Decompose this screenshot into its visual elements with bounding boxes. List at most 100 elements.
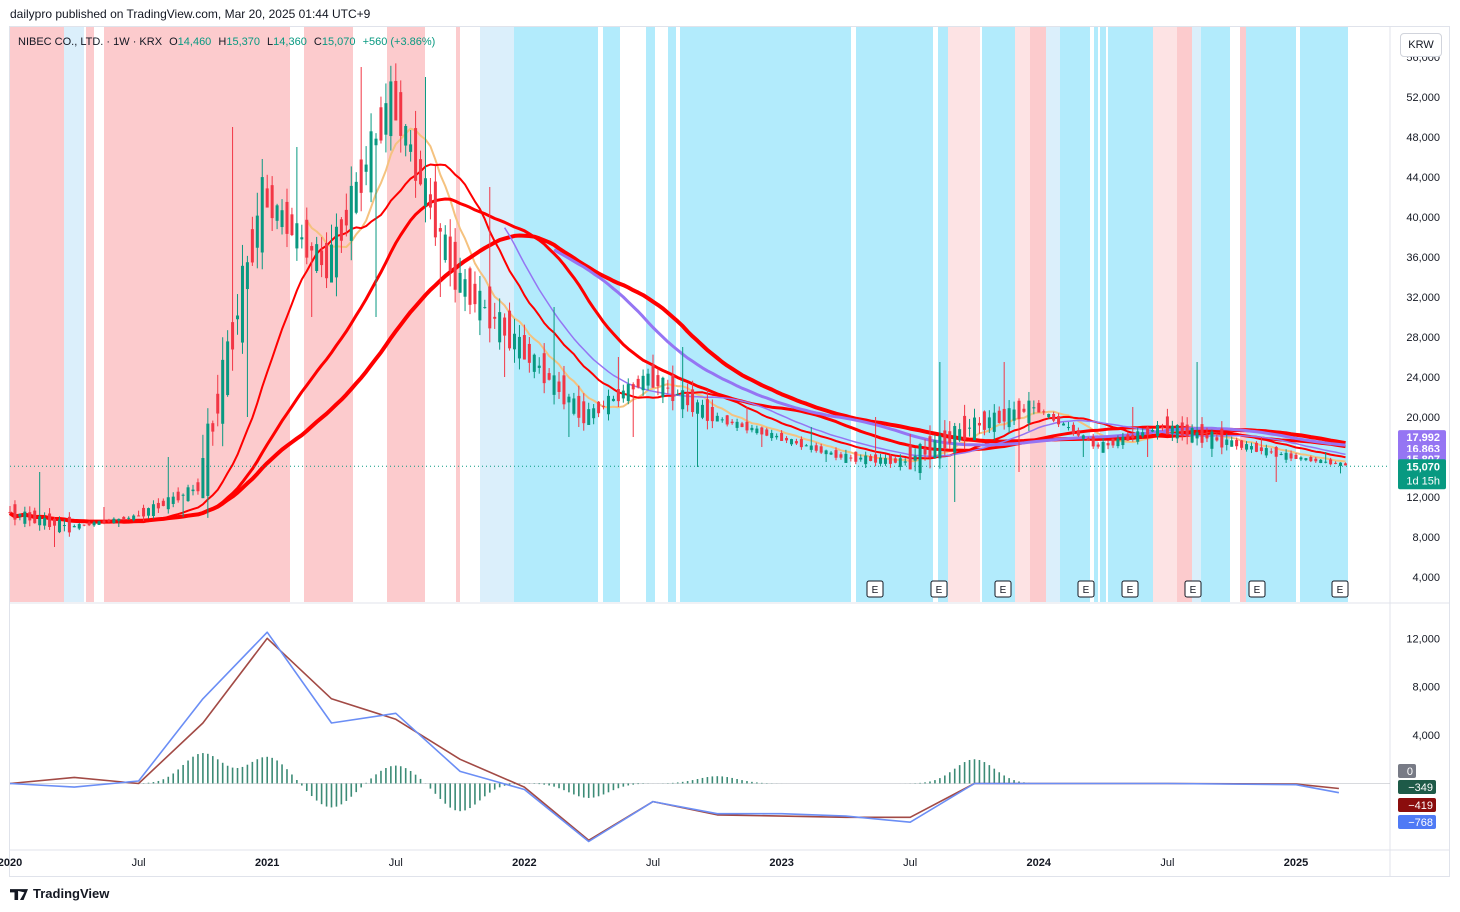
macd-label-box [1398, 798, 1436, 812]
candle-body [710, 406, 714, 422]
price-tick-label: 32,000 [1406, 292, 1440, 304]
regime-band [456, 27, 460, 602]
candle-body [686, 392, 690, 406]
candle-body [1215, 437, 1219, 441]
candle-body [562, 375, 566, 405]
candle-body [760, 427, 764, 435]
candle-body [404, 126, 408, 146]
regime-band [1046, 27, 1060, 602]
macd-histogram-bar [578, 783, 580, 797]
macd-histogram-bar [271, 757, 273, 784]
candle-body [53, 518, 57, 526]
candle-body [765, 429, 769, 436]
regime-band [10, 27, 64, 602]
candle-body [1284, 452, 1288, 460]
candle-body [334, 226, 338, 278]
macd-histogram-bar [741, 780, 743, 784]
macd-histogram-bar [538, 783, 541, 785]
regime-band [387, 27, 425, 602]
candle-body [755, 428, 759, 434]
macd-histogram-bar [182, 764, 184, 784]
candle-body [1279, 453, 1283, 455]
macd-histogram-bar [988, 765, 991, 784]
low-label: L [267, 36, 274, 48]
macd-histogram-bar [607, 783, 610, 793]
macd-histogram-bar [375, 774, 377, 784]
candle-body [864, 455, 868, 465]
macd-histogram-bar [296, 780, 298, 784]
macd-histogram-bar [701, 777, 704, 784]
background-bands [10, 27, 1450, 876]
price-label-box [1398, 441, 1446, 456]
candle-body [621, 390, 625, 399]
macd-histogram-bar [301, 783, 303, 786]
candle-body [973, 417, 976, 441]
macd-histogram-bar [1013, 780, 1015, 784]
candle-body [883, 458, 887, 464]
candle-body [1052, 414, 1056, 421]
macd-histogram-bar [756, 782, 758, 784]
candle-body [513, 333, 517, 350]
candle-body [1042, 411, 1046, 413]
macd-histogram-bar [696, 779, 699, 784]
macd-histogram-bar [251, 761, 254, 784]
candle-body [799, 439, 803, 448]
candle-body [339, 219, 343, 241]
candle-body [1022, 408, 1026, 412]
tradingview-logo[interactable]: TradingView [10, 886, 109, 901]
earnings-marker-label: E [1337, 585, 1344, 596]
candle-body [374, 138, 378, 146]
candle-body [211, 423, 215, 432]
macd-histogram-bar [454, 783, 456, 811]
candle-body [1230, 440, 1234, 447]
price-tick-label: 28,000 [1406, 332, 1440, 344]
regime-band [1094, 27, 1098, 602]
macd-histogram-bar [592, 783, 595, 798]
regime-band [938, 27, 948, 602]
candle-body [532, 354, 536, 372]
symbol-name[interactable]: NIBEC CO., LTD. · 1W · KRX [18, 36, 163, 48]
candle-body [478, 290, 482, 321]
macd-histogram-bar [211, 756, 214, 784]
candle-body [458, 272, 462, 293]
candle-body [102, 520, 106, 523]
macd-histogram-bar [582, 783, 585, 798]
candle-body [814, 445, 818, 451]
earnings-marker [1184, 580, 1202, 598]
candle-body [745, 421, 749, 431]
candle-body [1324, 461, 1328, 463]
candle-body [399, 92, 403, 136]
candle-body [1017, 400, 1021, 420]
regime-band [1240, 27, 1246, 602]
candle-body [493, 316, 497, 319]
regime-band [1108, 27, 1153, 602]
regime-band [1030, 27, 1046, 602]
macd-label-box [1398, 764, 1416, 778]
earnings-marker [930, 580, 948, 598]
candle-body [23, 511, 27, 524]
candle-body [809, 445, 813, 450]
currency-button[interactable]: KRW [1400, 33, 1442, 57]
candle-body [666, 387, 670, 389]
candle-body [28, 512, 32, 521]
candle-body [245, 262, 249, 290]
price-tick-label: 44,000 [1406, 172, 1440, 184]
macd-histogram-bar [691, 780, 694, 784]
earnings-marker [1077, 580, 1095, 598]
candle-body [691, 389, 695, 413]
earnings-marker-label: E [872, 585, 879, 596]
candle-body [255, 215, 259, 248]
candle-body [1304, 458, 1308, 461]
candle-body [646, 373, 650, 386]
regime-band [1015, 27, 1030, 602]
time-tick-label: 2023 [769, 857, 793, 869]
candle-body [626, 384, 630, 402]
candle-body [285, 201, 289, 234]
price-tick-label: 20,000 [1406, 412, 1440, 424]
candle-body [671, 374, 675, 402]
candle-body [1343, 463, 1347, 466]
candle-body [508, 310, 512, 349]
regime-band [1201, 27, 1230, 602]
macd-histogram-bar [1003, 775, 1005, 784]
